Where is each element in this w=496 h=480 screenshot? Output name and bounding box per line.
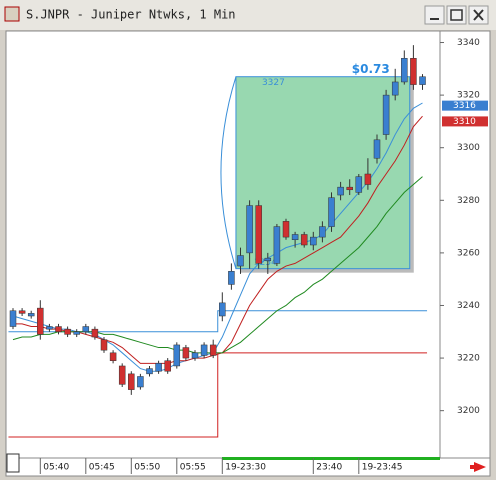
candle-body	[382, 94, 390, 135]
maximize-button[interactable]	[446, 5, 467, 25]
candle-body	[27, 313, 35, 317]
candle-body	[200, 344, 208, 356]
price-flag-label: 3316	[453, 101, 476, 111]
candle-body	[219, 302, 226, 317]
minimize-button[interactable]	[424, 5, 445, 25]
title-bar	[0, 0, 496, 30]
app-icon	[4, 6, 20, 22]
close-icon	[473, 9, 484, 21]
candle-body	[273, 226, 281, 264]
x-tick-label: 05:55	[180, 463, 206, 473]
average-line	[13, 115, 423, 364]
price-flag	[442, 116, 488, 127]
measure-arc	[220, 76, 237, 269]
y-tick-label: 3260	[457, 248, 480, 258]
y-tick-label: 3320	[457, 91, 480, 101]
candle-body	[364, 173, 372, 185]
candle-body	[401, 58, 408, 83]
candle-body	[264, 257, 272, 262]
candle-body	[419, 76, 426, 85]
candle-body	[109, 352, 117, 361]
scroll-range	[222, 457, 440, 460]
x-tick-label: 19-23:45	[362, 463, 403, 473]
candle-body	[73, 331, 80, 335]
y-tick-label: 3220	[457, 354, 480, 364]
candle-body	[337, 186, 344, 196]
candle-body	[300, 234, 308, 246]
maximize-icon	[450, 9, 463, 21]
price-flag-label: 3310	[453, 117, 476, 127]
scroll-box[interactable]	[6, 453, 20, 473]
candle-body	[118, 365, 126, 385]
candle-body	[46, 326, 53, 330]
candle-body	[55, 326, 62, 333]
candle-body	[82, 326, 90, 333]
window-title: S.JNPR - Juniper Ntwks, 1 Min	[26, 8, 236, 22]
candle-body	[182, 347, 190, 359]
x-tick-label: 05:45	[89, 463, 115, 473]
average-line	[12, 176, 423, 354]
candle-body	[310, 236, 317, 246]
level-line	[8, 352, 428, 438]
candle-body	[37, 307, 44, 335]
candle-body	[282, 221, 290, 238]
candle-body	[355, 176, 363, 193]
candle-body	[328, 197, 335, 227]
candle-body	[373, 139, 381, 159]
x-tick-label: 23:40	[316, 463, 342, 473]
price-flag	[442, 100, 488, 111]
candle-body	[100, 339, 108, 351]
scroll-arrow[interactable]	[470, 462, 486, 472]
candle-body	[291, 234, 299, 240]
y-tick-label: 3340	[457, 38, 480, 48]
y-tick-label: 3240	[457, 301, 480, 311]
candle-body	[228, 271, 235, 285]
candle-body	[346, 186, 353, 191]
candle-body	[173, 344, 181, 367]
x-tick-label: 05:40	[43, 463, 69, 473]
candle-body	[146, 368, 153, 375]
candle-body	[391, 81, 399, 96]
candle-body	[164, 360, 171, 372]
box-top-label: 3327	[262, 78, 285, 88]
candle-body	[128, 373, 135, 390]
candle-body	[91, 328, 99, 338]
y-tick-label: 3200	[457, 406, 480, 416]
candle-body	[237, 255, 244, 267]
box-change-label: $0.73	[352, 62, 390, 76]
candle-body	[319, 226, 326, 238]
candle-body	[209, 344, 217, 356]
candle-body	[410, 58, 417, 85]
y-tick-label: 3280	[457, 196, 480, 206]
box-bottom-label: 3254	[254, 258, 277, 268]
y-tick-label: 3300	[457, 143, 480, 153]
x-tick-label: 19-23:30	[225, 463, 266, 473]
candle-body	[191, 352, 199, 359]
candle-body	[137, 376, 144, 388]
x-tick-label: 05:50	[134, 463, 160, 473]
candle-body	[255, 205, 262, 264]
candle-body	[18, 310, 26, 314]
candle-body	[9, 310, 17, 327]
candle-body	[64, 328, 71, 335]
candle-body	[246, 205, 253, 254]
candle-body	[155, 363, 162, 372]
